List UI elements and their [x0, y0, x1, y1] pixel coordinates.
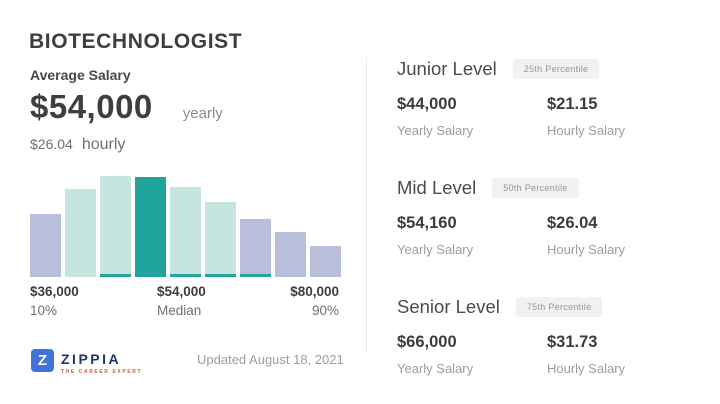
zippia-logo-icon: Z — [31, 349, 54, 372]
hourly-value: $31.73 — [547, 333, 598, 351]
hourly-label: Hourly Salary — [547, 242, 626, 257]
percentile-badge: 75th Percentile — [515, 297, 603, 317]
level-name: Junior Level — [397, 58, 497, 79]
tick-amount: $36,000 — [30, 284, 79, 299]
histogram-bar — [100, 176, 131, 277]
yearly-label: Yearly Salary — [397, 361, 474, 376]
axis-tick-90th: $80,000 90% — [290, 284, 339, 318]
histogram-bar — [275, 232, 306, 277]
hourly-value: $26.04 — [547, 214, 598, 232]
yearly-label: Yearly Salary — [397, 242, 474, 257]
hourly-salary-value: $26.04 — [30, 136, 73, 152]
yearly-value: $44,000 — [397, 95, 457, 113]
histogram-bar-base-strip — [205, 274, 236, 277]
yearly-value: $66,000 — [397, 333, 457, 351]
yearly-label: Yearly Salary — [397, 123, 474, 138]
histogram-bar — [205, 202, 236, 277]
average-hourly-salary: $26.04 hourly — [30, 136, 125, 154]
axis-tick-median: $54,000 Median — [157, 284, 206, 318]
yearly-value: $54,160 — [397, 214, 457, 232]
hourly-label: Hourly Salary — [547, 123, 626, 138]
histogram-bar — [170, 187, 201, 277]
updated-date: Updated August 18, 2021 — [197, 352, 344, 367]
histogram-bar — [30, 214, 61, 277]
tick-label: 10% — [30, 303, 58, 318]
zippia-logo: Z ZIPPIA THE CAREER EXPERT — [31, 349, 142, 375]
page-title: BIOTECHNOLOGIST — [29, 30, 243, 53]
histogram-axis: $36,000 10% $54,000 Median $80,000 90% — [30, 284, 339, 318]
zippia-logo-text: ZIPPIA — [61, 351, 122, 367]
tick-amount: $80,000 — [290, 284, 339, 299]
histogram-bar-base-strip — [170, 274, 201, 277]
yearly-salary-value: $54,000 — [30, 88, 153, 125]
hourly-label: Hourly Salary — [547, 361, 626, 376]
axis-tick-10th: $36,000 10% — [30, 284, 79, 318]
histogram-bar-base-strip — [240, 274, 271, 277]
vertical-divider — [366, 57, 367, 352]
tick-label: 90% — [311, 303, 339, 318]
average-yearly-salary: $54,000 yearly — [30, 88, 223, 126]
level-block-senior: Senior Level 75th Percentile $66,000 Yea… — [397, 296, 697, 376]
histogram-bar — [240, 219, 271, 277]
percentile-badge: 25th Percentile — [512, 59, 600, 79]
tick-amount: $54,000 — [157, 284, 206, 299]
histogram-bar — [310, 246, 341, 277]
histogram-bar — [135, 177, 166, 277]
level-block-mid: Mid Level 50th Percentile $54,160 Yearly… — [397, 177, 697, 257]
histogram-bar — [65, 189, 96, 277]
average-salary-label: Average Salary — [30, 67, 131, 83]
level-block-junior: Junior Level 25th Percentile $44,000 Yea… — [397, 58, 697, 138]
salary-histogram — [30, 176, 341, 277]
percentile-badge: 50th Percentile — [492, 178, 579, 198]
level-name: Mid Level — [397, 177, 477, 198]
yearly-salary-unit: yearly — [182, 105, 223, 122]
hourly-value: $21.15 — [547, 95, 598, 113]
hourly-salary-unit: hourly — [81, 136, 126, 153]
zippia-logo-tagline: THE CAREER EXPERT — [61, 369, 143, 375]
level-name: Senior Level — [397, 296, 500, 317]
histogram-bar-base-strip — [100, 274, 131, 277]
tick-label: Median — [157, 303, 202, 318]
